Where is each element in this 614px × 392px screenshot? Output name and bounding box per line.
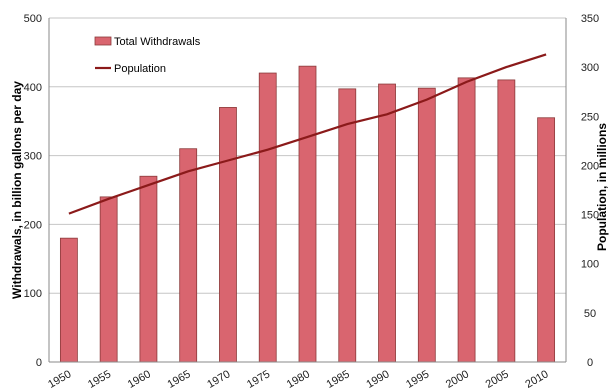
population-line: [68, 53, 547, 215]
x-tick-label: 1990: [364, 368, 391, 391]
x-axis-ticks: 1950 1955 1960 1965 1970 1975 1980 1985 1990 1995…: [46, 368, 550, 391]
legend-label-withdrawals: Total Withdrawals: [114, 36, 201, 48]
bar: [219, 107, 237, 363]
x-tick-label: 1975: [245, 368, 272, 391]
bar: [99, 196, 118, 363]
x-tick-label: 1980: [285, 368, 312, 391]
x-tick-label: 1950: [46, 368, 73, 391]
x-tick-label: 1985: [325, 368, 352, 391]
x-tick-label: 2010: [523, 368, 550, 391]
y2-tick-label: 300: [581, 62, 599, 74]
x-tick-label: 1960: [126, 368, 153, 391]
y2-tick-label: 350: [581, 13, 599, 25]
y-axis-right-ticks: 0 50 100 150 200 250 300 350: [581, 13, 599, 369]
y2-tick-label: 50: [584, 308, 596, 320]
x-tick-label: 1995: [404, 368, 431, 391]
bar: [417, 87, 436, 363]
x-tick-label: 1955: [86, 368, 113, 391]
y2-tick-label: 100: [581, 259, 599, 271]
y-tick-label: 200: [24, 219, 42, 231]
y2-tick-label: 250: [581, 111, 599, 123]
bar: [537, 117, 556, 363]
legend: Total Withdrawals Population: [94, 36, 201, 75]
y-axis-right-title: Population, in millions: [595, 123, 609, 251]
x-tick-label: 2005: [484, 368, 511, 391]
legend-swatch-withdrawals: [94, 36, 112, 46]
y2-tick-label: 150: [581, 210, 599, 222]
bar: [258, 72, 277, 363]
y-tick-label: 500: [24, 13, 42, 25]
y-tick-label: 100: [24, 288, 42, 300]
x-tick-label: 1970: [205, 368, 232, 391]
y2-tick-label: 0: [587, 357, 593, 369]
x-tick-label: 1965: [165, 368, 192, 391]
bar: [179, 148, 198, 363]
bar: [457, 77, 476, 363]
y2-tick-label: 200: [581, 160, 599, 172]
y-tick-label: 0: [36, 357, 42, 369]
bar: [298, 65, 317, 363]
y-axis-left-ticks: 0 100 200 300 400 500: [24, 13, 42, 369]
bar: [139, 175, 158, 363]
axes: [48, 18, 567, 363]
x-tick-label: 2000: [444, 368, 471, 391]
bar: [497, 79, 516, 363]
legend-label-population: Population: [114, 63, 166, 75]
bar-series: [59, 65, 556, 363]
y-tick-label: 400: [24, 82, 42, 94]
bar: [378, 83, 396, 363]
bar: [59, 237, 78, 363]
bar: [338, 88, 357, 363]
y-tick-label: 300: [24, 151, 42, 163]
y-axis-left-title: Withdrawals, in billion gallons per day: [10, 81, 24, 299]
